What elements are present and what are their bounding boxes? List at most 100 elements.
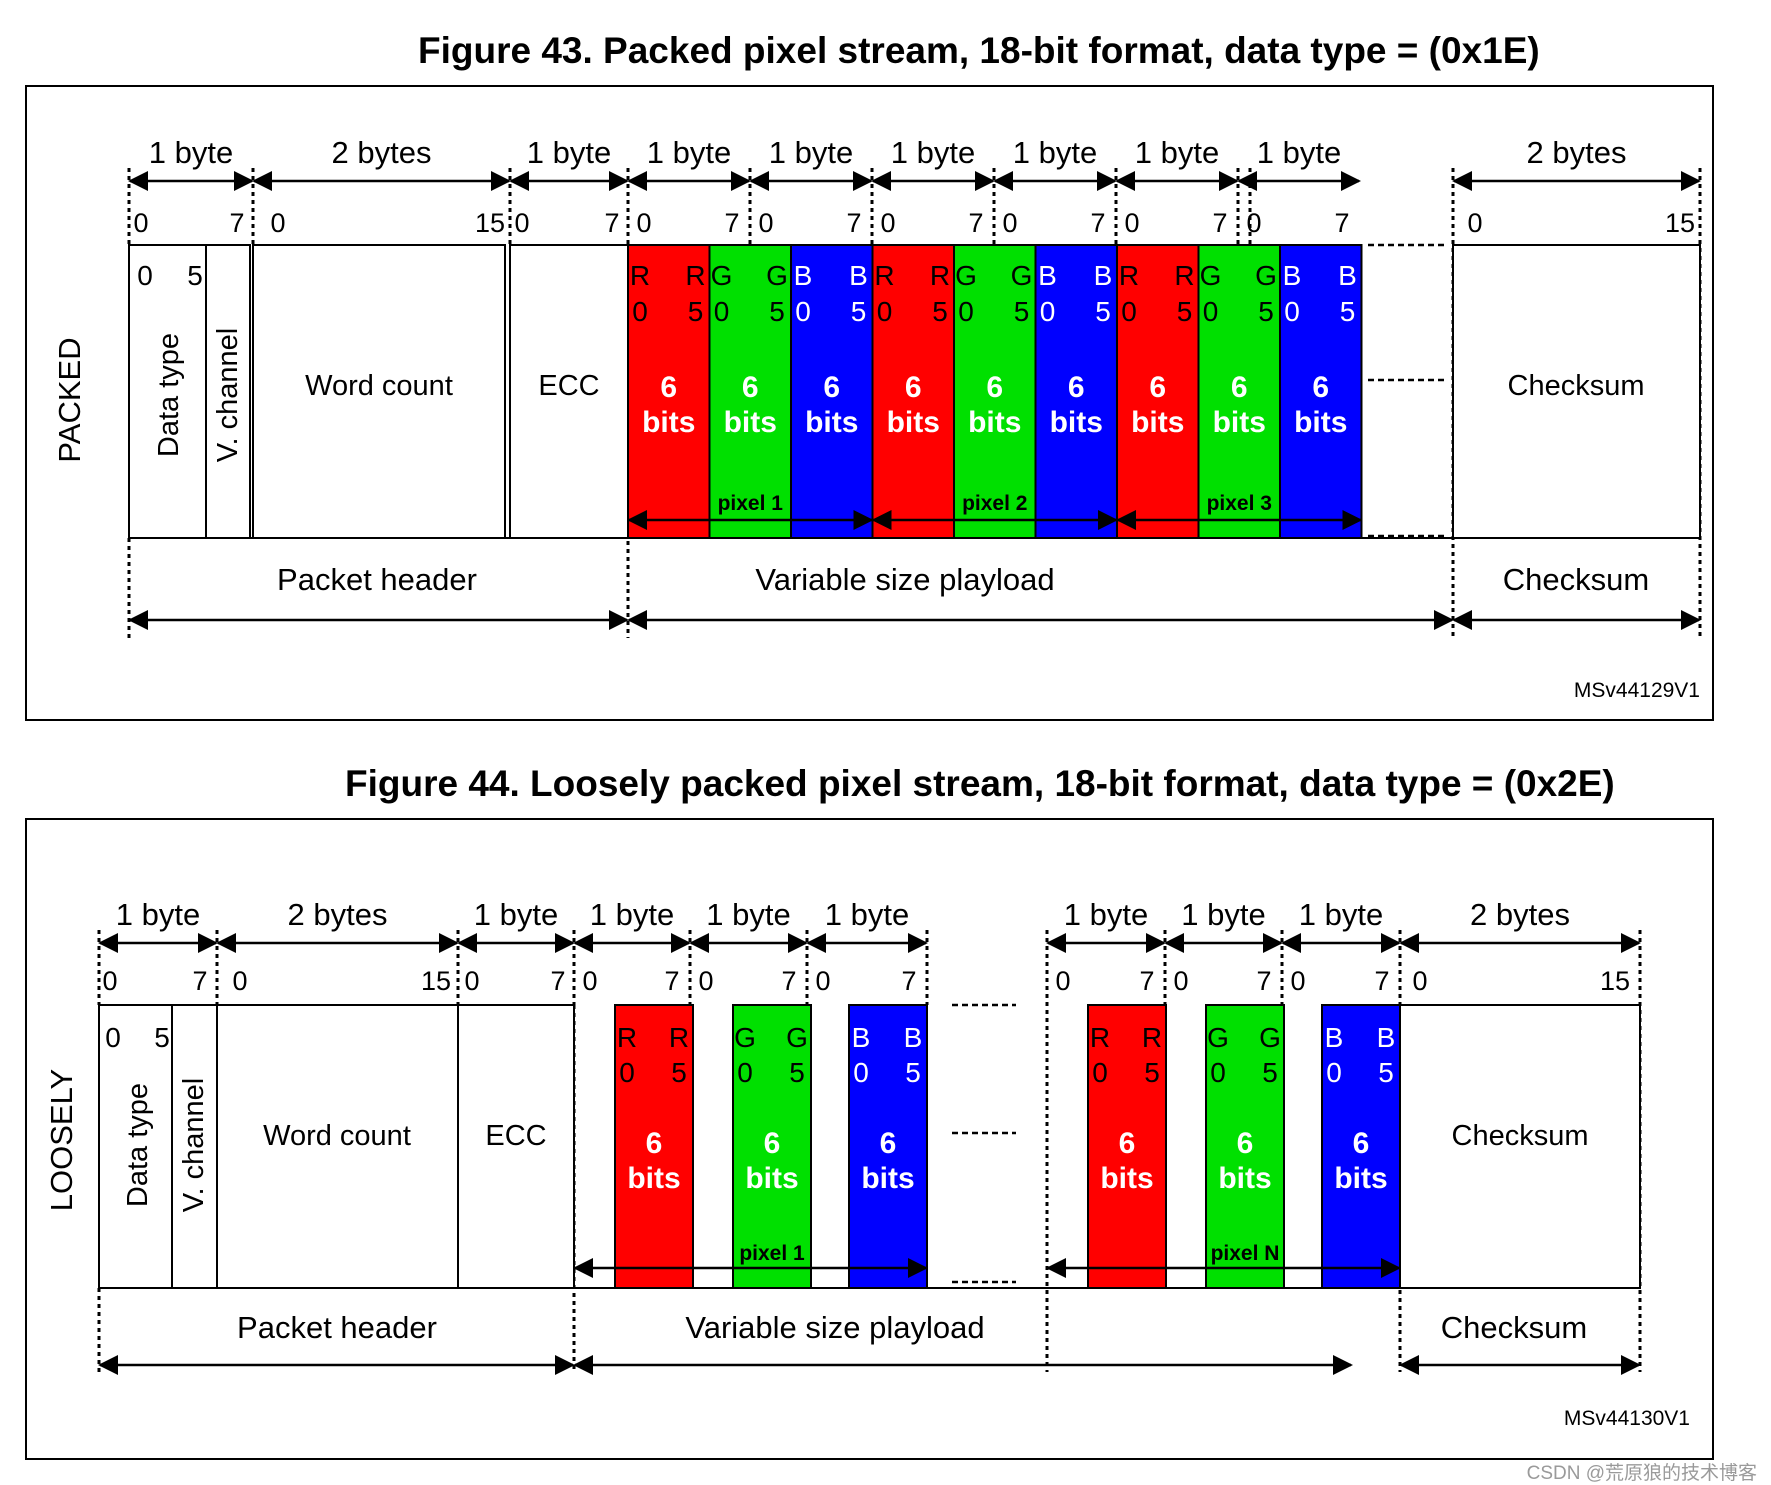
channel-letter: R — [1090, 1022, 1110, 1053]
bit-index: 15 — [475, 208, 505, 238]
data-type-field — [98, 1004, 173, 1289]
cell-unit: bits — [1294, 406, 1347, 439]
byte-size-label: 1 byte — [149, 135, 233, 170]
bit-index: 7 — [724, 208, 739, 238]
color-cell-B — [790, 244, 874, 539]
channel-letter: G — [786, 1022, 808, 1053]
pixel-label: pixel 3 — [1207, 492, 1272, 515]
cell-size: 6 — [986, 371, 1003, 404]
bit-index: 0 — [1173, 966, 1188, 996]
word-count-label: Word count — [263, 1120, 411, 1152]
byte-size-label: 1 byte — [116, 897, 200, 932]
figure-43-title: Figure 43. Packed pixel stream, 18-bit f… — [418, 30, 1540, 71]
cell-size: 6 — [1353, 1127, 1370, 1160]
checksum-field — [1399, 1004, 1641, 1289]
cell-unit: bits — [1334, 1162, 1387, 1195]
bit-index: 5 — [1262, 1057, 1278, 1088]
byte-size-label: 1 byte — [825, 897, 909, 932]
channel-letter: G — [766, 260, 788, 291]
channel-letter: R — [1119, 260, 1139, 291]
bit-index: 5 — [1258, 296, 1274, 327]
bit-index: 5 — [1014, 296, 1030, 327]
bit-index: 5 — [688, 296, 704, 327]
byte-size-label: 1 byte — [647, 135, 731, 170]
bit-index: 7 — [1374, 966, 1389, 996]
bit-index: 0 — [1124, 208, 1139, 238]
pixel-label: pixel N — [1211, 1242, 1280, 1265]
byte-size-label: 1 byte — [891, 135, 975, 170]
bit-index: 5 — [905, 1057, 921, 1088]
payload-label: Variable size playload — [685, 1310, 984, 1345]
bit-index: 7 — [901, 966, 916, 996]
channel-letter: R — [1142, 1022, 1162, 1053]
bit-index: 0 — [137, 260, 153, 291]
figure-code: MSv44130V1 — [1564, 1407, 1690, 1430]
pixel-label: pixel 1 — [739, 1242, 805, 1265]
side-label: PACKED — [52, 337, 87, 462]
cell-unit: bits — [627, 1162, 680, 1195]
channel-letter: B — [1338, 260, 1357, 291]
bit-index: 7 — [1139, 966, 1154, 996]
bit-index: 0 — [880, 208, 895, 238]
ecc-label: ECC — [538, 370, 599, 402]
cell-size: 6 — [1119, 1127, 1136, 1160]
cell-size: 6 — [646, 1127, 663, 1160]
ecc-label: ECC — [485, 1120, 546, 1152]
channel-letter: B — [1038, 260, 1057, 291]
bit-index: 0 — [636, 208, 651, 238]
bit-index: 0 — [105, 1022, 121, 1053]
channel-letter: B — [794, 260, 813, 291]
channel-letter: B — [1283, 260, 1302, 291]
channel-letter: B — [849, 260, 868, 291]
channel-letter: G — [1200, 260, 1222, 291]
byte-size-label: 1 byte — [1257, 135, 1341, 170]
byte-size-label: 2 bytes — [332, 135, 432, 170]
bit-index: 0 — [464, 966, 479, 996]
bit-index: 0 — [1203, 296, 1219, 327]
byte-size-label: 1 byte — [590, 897, 674, 932]
cell-size: 6 — [880, 1127, 897, 1160]
cell-size: 6 — [1231, 371, 1248, 404]
cell-unit: bits — [1131, 406, 1184, 439]
channel-letter: G — [1011, 260, 1033, 291]
bit-index: 0 — [877, 296, 893, 327]
checksum-byte-size-label: 2 bytes — [1527, 135, 1627, 170]
color-cell-B — [1279, 244, 1363, 539]
bit-index: 0 — [1326, 1057, 1342, 1088]
bit-index: 7 — [968, 208, 983, 238]
cell-unit: bits — [887, 406, 940, 439]
bit-index: 0 — [1002, 208, 1017, 238]
bit-index: 0 — [958, 296, 974, 327]
channel-letter: G — [734, 1022, 756, 1053]
byte-size-label: 1 byte — [1299, 897, 1383, 932]
bit-index: 0 — [232, 966, 247, 996]
bit-index: 7 — [846, 208, 861, 238]
checksum-byte-size-label: 2 bytes — [1470, 897, 1570, 932]
cell-unit: bits — [968, 406, 1021, 439]
figure-code: MSv44129V1 — [1574, 679, 1700, 702]
cell-unit: bits — [724, 406, 777, 439]
bit-index: 7 — [1212, 208, 1227, 238]
packet-header-label: Packet header — [277, 562, 477, 597]
bit-index: 0 — [1290, 966, 1305, 996]
cell-unit: bits — [805, 406, 858, 439]
bit-index: 5 — [1378, 1057, 1394, 1088]
bit-index: 0 — [582, 966, 597, 996]
cell-size: 6 — [660, 371, 677, 404]
bit-index: 5 — [1340, 296, 1356, 327]
channel-letter: R — [630, 260, 650, 291]
bit-index: 5 — [789, 1057, 805, 1088]
cell-unit: bits — [1050, 406, 1103, 439]
bit-index: 5 — [1144, 1057, 1160, 1088]
packet-header-label: Packet header — [237, 1310, 437, 1345]
color-cell-R — [627, 244, 711, 539]
byte-size-label: 1 byte — [1064, 897, 1148, 932]
side-label: LOOSELY — [44, 1069, 79, 1211]
channel-letter: R — [617, 1022, 637, 1053]
bit-index: 0 — [1210, 1057, 1226, 1088]
cell-unit: bits — [1213, 406, 1266, 439]
color-cell-G — [732, 1004, 812, 1289]
bit-index: 0 — [1284, 296, 1300, 327]
channel-letter: G — [1207, 1022, 1229, 1053]
